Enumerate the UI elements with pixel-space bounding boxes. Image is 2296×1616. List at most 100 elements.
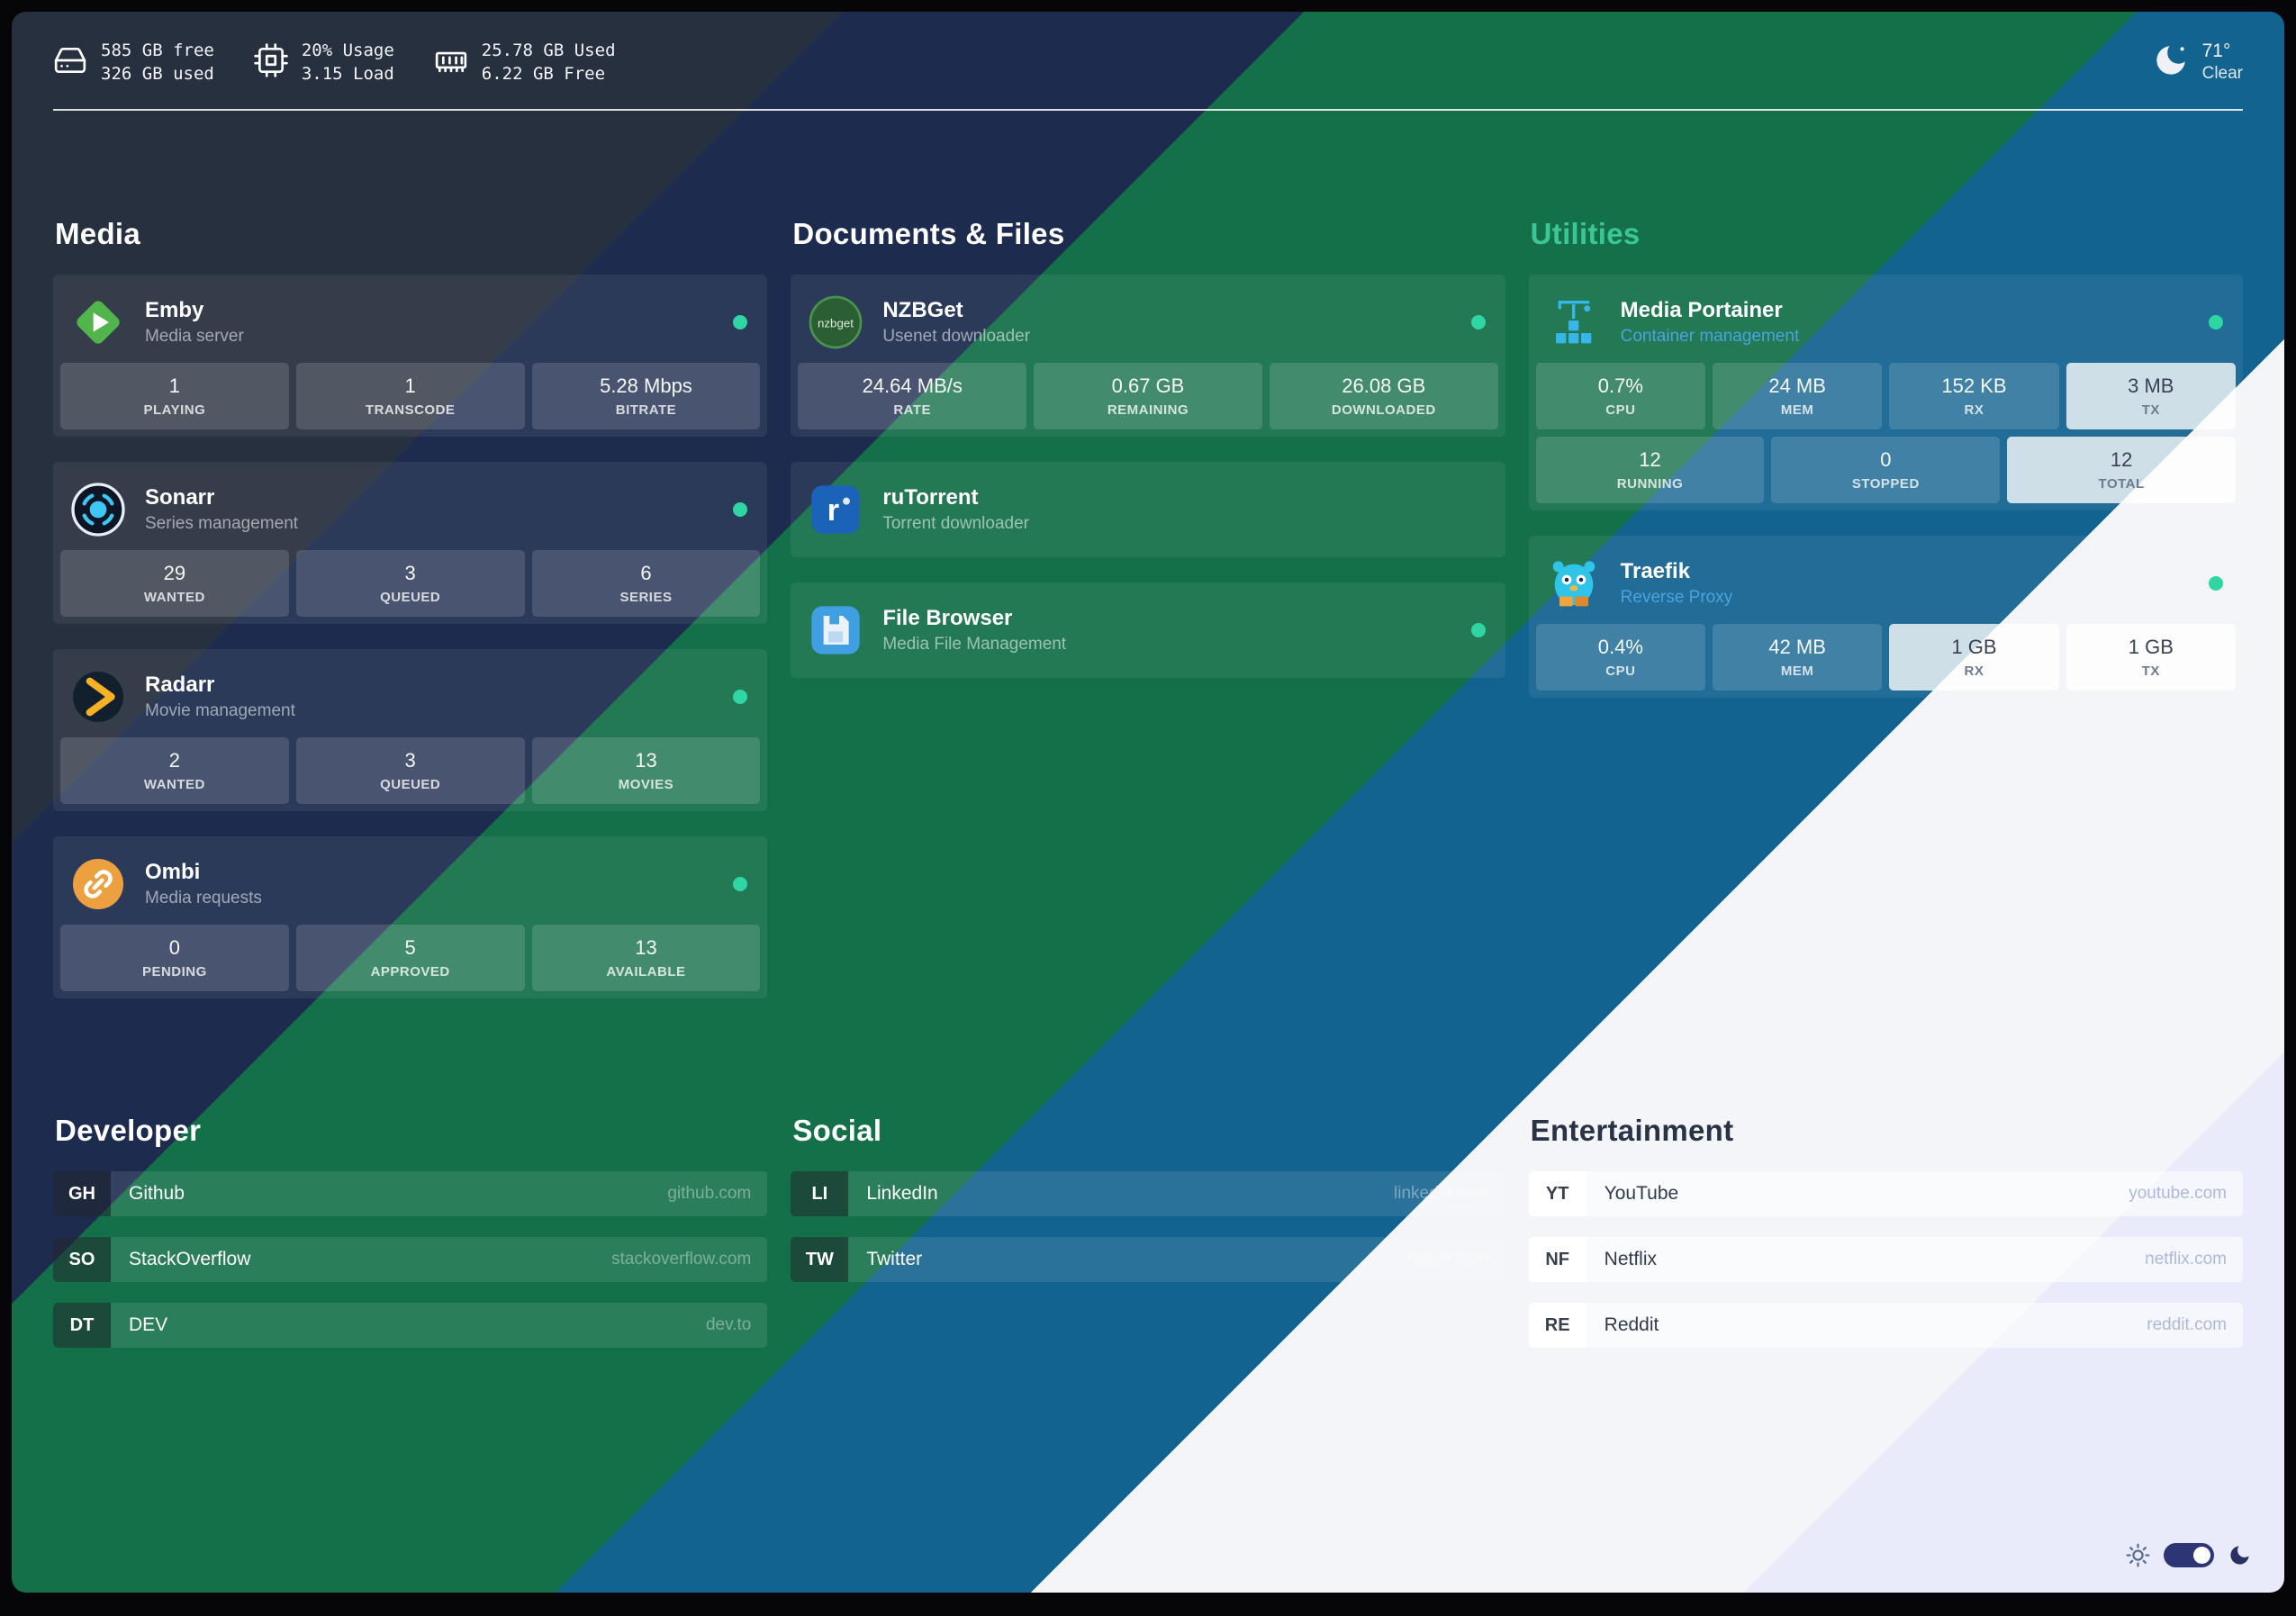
bookmark-abbr: LI xyxy=(791,1171,849,1216)
group-utilities: Utilities xyxy=(1528,217,2243,723)
service-card-rutorrent[interactable]: r ruTorrent Torrent downloader xyxy=(791,462,1505,557)
bookmark-youtube[interactable]: YT YouTube youtube.com xyxy=(1528,1171,2243,1216)
service-name[interactable]: ruTorrent xyxy=(882,485,979,510)
service-name[interactable]: Media Portainer xyxy=(1620,298,1783,322)
stat-value: 13 xyxy=(635,936,657,959)
service-name[interactable]: Sonarr xyxy=(145,485,215,510)
bookmark-github[interactable]: GH Github github.com xyxy=(53,1171,768,1216)
stat-label: MOVIES xyxy=(618,777,674,792)
bookmark-name[interactable]: Twitter xyxy=(866,1249,923,1269)
status-dot xyxy=(2208,576,2223,591)
group-media: Media Emby Media server xyxy=(53,217,768,1024)
service-description: Media server xyxy=(145,327,244,346)
service-name[interactable]: Traefik xyxy=(1620,559,1691,583)
stat-tile: 12 TOTAL xyxy=(2007,437,2236,503)
bookmark-url: netflix.com xyxy=(2145,1250,2227,1268)
stat-tile: 26.08 GB DOWNLOADED xyxy=(1269,363,1498,429)
status-dot xyxy=(733,315,748,330)
stat-tile: 29 WANTED xyxy=(60,550,289,617)
weather-condition: Clear xyxy=(2201,64,2243,83)
stat-value: 12 xyxy=(1639,448,1661,471)
group-title-entertainment: Entertainment xyxy=(1530,1114,1734,1147)
weather-temperature: 71° xyxy=(2201,41,2231,61)
bookmark-linkedin[interactable]: LI LinkedIn linkedin.com xyxy=(791,1171,1505,1216)
radarr-icon xyxy=(69,668,127,726)
emby-icon xyxy=(69,293,127,351)
svg-text:r: r xyxy=(827,493,840,528)
cpu-load-text: 3.15 Load xyxy=(301,64,394,84)
stat-value: 2 xyxy=(168,749,181,772)
stat-label: TOTAL xyxy=(2098,476,2145,492)
group-documents-files: Documents & Files nzbget NZBGet Usenet d… xyxy=(791,217,1505,703)
group-title-utilities: Utilities xyxy=(1530,217,1641,250)
service-name[interactable]: Ombi xyxy=(145,860,201,884)
disk-used-text: 326 GB used xyxy=(101,64,214,84)
bookmark-abbr: GH xyxy=(53,1171,111,1216)
service-card-media-portainer[interactable]: Media Portainer Container management 0.7… xyxy=(1528,275,2243,510)
bookmark-name[interactable]: Netflix xyxy=(1604,1249,1658,1269)
bookmark-name[interactable]: Github xyxy=(129,1183,185,1204)
bookmark-name[interactable]: LinkedIn xyxy=(866,1183,938,1204)
hard-drive-icon xyxy=(53,43,87,82)
service-name[interactable]: NZBGet xyxy=(882,298,963,322)
stat-label: RATE xyxy=(893,402,932,418)
nzbget-icon: nzbget xyxy=(807,293,864,351)
status-dot xyxy=(2208,315,2223,330)
stat-label: RX xyxy=(1964,664,1984,679)
stat-tile: 3 QUEUED xyxy=(295,737,525,804)
stat-label: CPU xyxy=(1605,664,1636,679)
service-name[interactable]: Emby xyxy=(145,298,204,322)
cpu-resource-widget: 20% Usage 3.15 Load xyxy=(254,39,394,86)
service-description: Series management xyxy=(145,514,299,533)
service-card-nzbget[interactable]: nzbget NZBGet Usenet downloader 24.64 MB… xyxy=(791,275,1505,437)
service-card-traefik[interactable]: Traefik Reverse Proxy 0.4% CPU 42 MB MEM xyxy=(1528,536,2243,698)
bookmark-twitter[interactable]: TW Twitter twitter.com xyxy=(791,1237,1505,1282)
service-card-ombi[interactable]: Ombi Media requests 0 PENDING 5 APPROVED xyxy=(53,836,768,998)
bookmark-url: reddit.com xyxy=(2147,1315,2227,1334)
cpu-usage-text: 20% Usage xyxy=(301,41,394,60)
service-name[interactable]: File Browser xyxy=(882,606,1013,630)
stat-value: 0 xyxy=(1880,448,1892,471)
bookmark-url: twitter.com xyxy=(1406,1250,1489,1268)
service-card-sonarr[interactable]: Sonarr Series management 29 WANTED 3 QUE… xyxy=(53,462,768,624)
stat-label: PENDING xyxy=(141,964,207,980)
status-dot xyxy=(733,690,748,704)
service-card-radarr[interactable]: Radarr Movie management 2 WANTED 3 QUEUE… xyxy=(53,649,768,811)
disk-free-text: 585 GB free xyxy=(101,41,214,60)
stat-label: CPU xyxy=(1605,402,1636,418)
stat-tile: 5 APPROVED xyxy=(295,925,525,991)
bookmark-name[interactable]: StackOverflow xyxy=(129,1249,251,1269)
stat-label: PLAYING xyxy=(143,402,206,418)
traefik-icon xyxy=(1545,555,1603,612)
stat-label: DOWNLOADED xyxy=(1331,402,1436,418)
weather-widget: 71° Clear xyxy=(2152,40,2243,85)
ombi-icon xyxy=(69,855,127,913)
bookmark-reddit[interactable]: RE Reddit reddit.com xyxy=(1528,1303,2243,1348)
stat-label: WANTED xyxy=(143,777,205,792)
bookmark-dev[interactable]: DT DEV dev.to xyxy=(53,1303,768,1348)
theme-switch-knob[interactable] xyxy=(2193,1547,2210,1564)
bookmark-name[interactable]: YouTube xyxy=(1604,1183,1679,1204)
bookmark-name[interactable]: DEV xyxy=(129,1314,168,1335)
svg-text:nzbget: nzbget xyxy=(818,316,854,330)
cpu-icon xyxy=(254,42,288,82)
stat-label: TX xyxy=(2141,402,2160,418)
stat-value: 29 xyxy=(163,562,186,584)
stat-value: 0.4% xyxy=(1597,636,1643,658)
bookmark-stackoverflow[interactable]: SO StackOverflow stackoverflow.com xyxy=(53,1237,768,1282)
bookmark-url: github.com xyxy=(667,1184,752,1203)
stat-value: 152 KB xyxy=(1941,375,2007,397)
bookmark-name[interactable]: Reddit xyxy=(1604,1314,1659,1335)
memory-used-text: 25.78 GB Used xyxy=(481,41,616,60)
service-name[interactable]: Radarr xyxy=(145,673,215,697)
memory-resource-widget: 25.78 GB Used 6.22 GB Free xyxy=(434,39,616,86)
service-card-emby[interactable]: Emby Media server 1 PLAYING 1 TRANSCODE xyxy=(53,275,768,437)
bookmark-netflix[interactable]: NF Netflix netflix.com xyxy=(1528,1237,2243,1282)
stat-tile: 24.64 MB/s RATE xyxy=(798,363,1027,429)
stat-value: 0.7% xyxy=(1597,375,1643,397)
theme-switch[interactable] xyxy=(2164,1543,2214,1567)
stat-label: MEM xyxy=(1780,664,1814,679)
service-card-file-browser[interactable]: File Browser Media File Management xyxy=(791,582,1505,678)
bookmark-groups: Developer GH Github github.com SO StackO… xyxy=(53,1114,2243,1368)
stat-value: 42 MB xyxy=(1768,636,1826,658)
